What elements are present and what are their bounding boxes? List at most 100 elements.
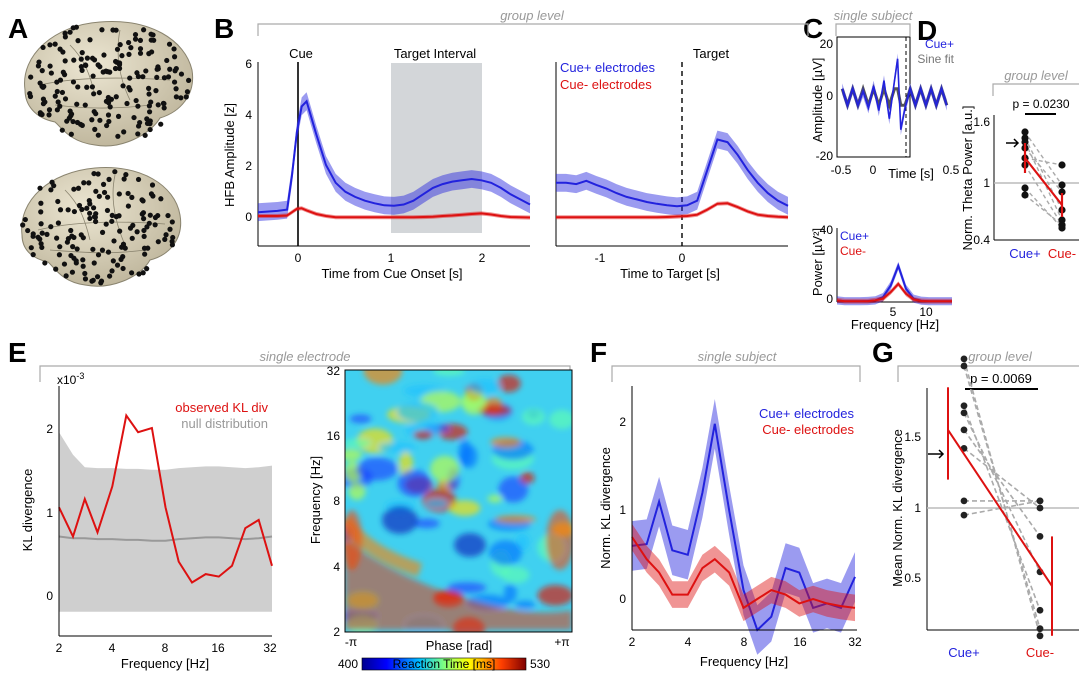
- hm-cell: [514, 600, 536, 610]
- electrode-dot: [79, 122, 85, 128]
- electrode-dot: [100, 69, 106, 75]
- electrode-dot: [47, 42, 53, 48]
- panel-label-f: F: [590, 337, 607, 368]
- c-top-xlabel: Time [s]: [888, 166, 934, 181]
- header-bracket-d: [992, 83, 1079, 96]
- electrode-dot: [128, 45, 134, 51]
- electrode-dot: [122, 245, 128, 251]
- panel-g: p = 0.0069 1.5 1 0.5 Cue+ Cue- Mean Norm…: [890, 355, 1079, 660]
- electrode-dot: [30, 252, 36, 258]
- electrode-dot: [82, 270, 88, 277]
- hm-ylabel: Frequency [Hz]: [308, 456, 323, 544]
- electrode-dot: [73, 258, 79, 264]
- electrode-dot: [139, 197, 145, 203]
- electrode-dot: [105, 94, 111, 101]
- hm-cool-blob: [454, 533, 486, 557]
- f-ytick: 2: [619, 415, 626, 429]
- electrode-dot: [70, 79, 77, 85]
- b-left-xtick: 0: [295, 251, 302, 265]
- hm-ytick: 32: [327, 364, 341, 378]
- hm-cell: [447, 582, 487, 594]
- hm-cell: [496, 374, 521, 393]
- electrode-dot: [166, 41, 173, 47]
- f-xtick: 16: [793, 635, 807, 649]
- c-cue-plus-line: [841, 58, 948, 130]
- electrode-dot: [107, 104, 113, 110]
- header-bracket-b: [257, 23, 809, 36]
- c-cue-plus-ci-band: [842, 53, 947, 136]
- electrode-dot: [165, 212, 171, 219]
- e-xtick: 4: [109, 641, 116, 655]
- electrode-dot: [46, 112, 52, 118]
- electrode-dot: [163, 232, 169, 238]
- panel-label-d: D: [917, 15, 937, 46]
- d-point-cue-plus: [1021, 184, 1029, 192]
- c-legend-cue-plus: Cue+: [925, 37, 954, 51]
- e-ylabel: KL divergence: [20, 469, 35, 552]
- electrode-dot: [42, 260, 48, 266]
- electrode-dot: [35, 63, 42, 69]
- electrode-dot: [63, 273, 69, 279]
- electrode-dot: [78, 232, 84, 238]
- hm-cell: [494, 515, 537, 524]
- hm-xtick-left: -π: [345, 635, 357, 649]
- header-bracket-c: [835, 23, 911, 36]
- electrode-dot: [62, 34, 68, 40]
- hm-cell: [477, 404, 512, 417]
- b-target-label: Target: [693, 46, 730, 61]
- panel-e-left: x10-3 observed KL div null distribution …: [20, 371, 277, 671]
- electrode-dot: [39, 230, 45, 236]
- f-cue-plus-ci-band: [632, 399, 855, 655]
- hm-cell: [424, 499, 448, 508]
- b-right-cue-plus-line: [556, 138, 789, 208]
- electrode-dot: [154, 74, 160, 81]
- electrode-dot: [164, 57, 170, 64]
- e-null-band: [59, 432, 272, 612]
- electrode-dot: [109, 268, 115, 274]
- electrode-dot: [169, 219, 175, 225]
- electrode-dot: [39, 68, 45, 74]
- electrode-dot: [146, 103, 153, 109]
- f-cue-plus-line: [631, 423, 856, 632]
- electrode-dot: [60, 49, 66, 55]
- hm-cell: [397, 469, 432, 497]
- g-point-cue-minus: [1036, 504, 1044, 512]
- hm-warm-band: [345, 540, 572, 630]
- b-ytick: 6: [245, 57, 252, 71]
- g-arrow-icon: [928, 449, 945, 459]
- electrode-dot: [44, 231, 50, 237]
- electrode-dot: [103, 98, 109, 104]
- d-pvalue: p = 0.0230: [1012, 97, 1069, 111]
- electrode-dot: [104, 207, 111, 214]
- electrode-dot: [123, 172, 129, 178]
- hm-xlabel: Phase [rad]: [426, 638, 493, 653]
- electrode-dot: [48, 70, 54, 76]
- hm-xtick-right: +π: [554, 635, 569, 649]
- hm-edge-blob: [546, 510, 572, 570]
- electrode-dot: [82, 276, 89, 282]
- f-cue-minus-ci-band: [632, 523, 855, 622]
- electrode-dot: [48, 224, 54, 230]
- electrode-dot: [95, 171, 101, 177]
- g-point-cue-minus: [1036, 497, 1044, 505]
- f-ytick: 1: [619, 503, 626, 517]
- e-ytick: 2: [46, 422, 53, 436]
- electrode-dot: [95, 62, 101, 68]
- electrode-dot: [57, 207, 64, 213]
- electrode-dot: [55, 198, 61, 205]
- electrode-dot: [144, 116, 150, 122]
- d-point-cue-minus: [1058, 221, 1066, 229]
- electrode-dot: [79, 206, 85, 213]
- header-g: group level: [968, 349, 1033, 364]
- c-top-xtick: 0: [870, 163, 877, 177]
- electrode-dot: [165, 74, 172, 80]
- g-ytick: 0.5: [904, 571, 921, 585]
- hm-ytick: 2: [333, 625, 340, 639]
- d-point-cue-plus: [1021, 128, 1029, 136]
- c-bottom-legend-cue-minus: Cue-: [840, 244, 866, 258]
- hm-cell: [461, 390, 486, 415]
- electrode-dot: [70, 118, 76, 125]
- electrode-dot: [111, 238, 117, 244]
- electrode-dot: [153, 88, 159, 94]
- hm-cell: [348, 482, 366, 501]
